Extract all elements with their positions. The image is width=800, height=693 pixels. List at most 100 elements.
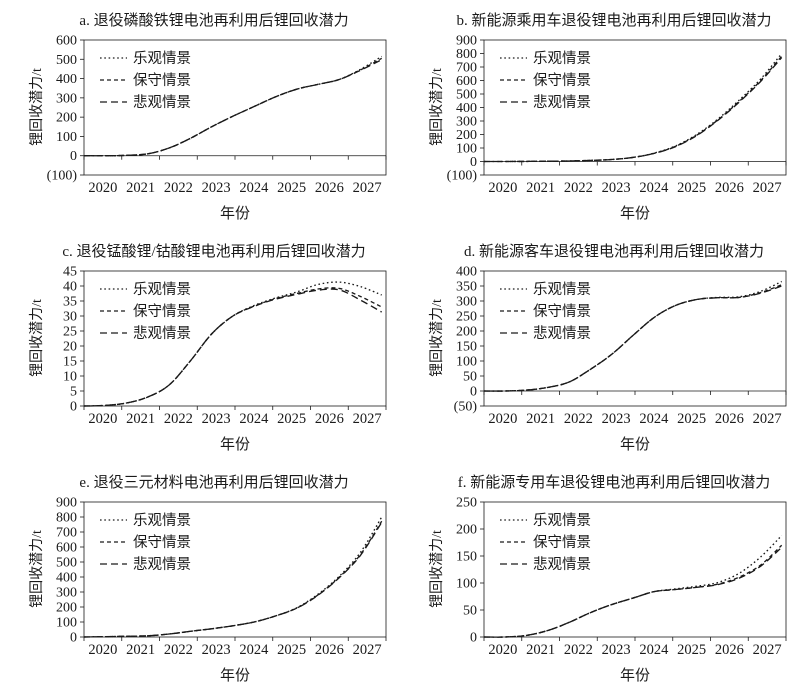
- chart-d-x-axis-label: 年份: [619, 437, 650, 453]
- y-tick-label: 300: [56, 91, 77, 106]
- y-tick-label: (100): [447, 169, 478, 184]
- y-tick-label: 100: [56, 616, 77, 631]
- x-tick-label: 2027: [753, 180, 782, 196]
- x-tick-label: 2022: [164, 642, 193, 658]
- y-tick-label: 400: [456, 101, 477, 116]
- series-curve-dotted: [484, 53, 783, 163]
- y-tick-label: 250: [456, 310, 477, 325]
- plot-border: [83, 501, 387, 638]
- y-tick-label: 50: [463, 370, 477, 385]
- x-tick-label: 2023: [202, 180, 231, 196]
- x-tick-label: 2020: [488, 411, 517, 427]
- legend-label: 悲观情景: [533, 556, 591, 573]
- chart-c-x-axis-label: 年份: [219, 437, 250, 453]
- chart-a-canvas: 600 500 400 300 200 100 0 (100) 2020 2021 2022 2023…: [47, 34, 387, 196]
- series-curve-dash-long: [483, 285, 782, 392]
- y-tick-label: 700: [56, 526, 77, 541]
- x-tick-label: 2027: [753, 642, 782, 658]
- y-tick-label: 400: [56, 571, 77, 586]
- y-tick-label: 45: [63, 265, 77, 280]
- y-tick-label: 600: [56, 541, 77, 556]
- x-tick-label: 2024: [239, 642, 269, 658]
- y-tick-label: 600: [56, 34, 77, 49]
- y-tick-label: 0: [470, 155, 477, 170]
- x-tick-label: 2026: [315, 180, 344, 196]
- y-tick-label: 400: [56, 72, 77, 87]
- y-tick-label: 150: [456, 550, 477, 565]
- legend-label: 悲观情景: [133, 94, 191, 111]
- chart-e: e. 退役三元材料电池再利用后锂回收潜力 锂回收潜力/t 900 800 700 60…: [0, 462, 400, 693]
- y-tick-label: 30: [63, 310, 77, 325]
- legend-label: 悲观情景: [133, 556, 191, 573]
- y-tick-label: 700: [456, 61, 477, 76]
- series-curve-dotted: [83, 516, 383, 638]
- chart-a-title: a. 退役磷酸铁锂电池再利用后锂回收潜力: [79, 13, 349, 29]
- y-tick-label: 400: [456, 265, 477, 280]
- series-curve-dash-small: [83, 57, 383, 157]
- y-tick-label: 300: [56, 586, 77, 601]
- x-tick-label: 2022: [564, 411, 593, 427]
- y-tick-label: 100: [456, 577, 477, 592]
- y-tick-label: 0: [470, 631, 477, 646]
- chart-d: d. 新能源客车退役锂电池再利用后锂回收潜力 锂回收潜力/t 400 350 300…: [400, 231, 800, 462]
- x-tick-label: 2026: [715, 180, 744, 196]
- series-curve-dash-long: [484, 57, 783, 163]
- legend-label: 保守情景: [533, 303, 591, 320]
- legend-label: 乐观情景: [133, 512, 191, 529]
- x-tick-label: 2024: [239, 411, 269, 427]
- y-tick-label: 800: [456, 47, 477, 62]
- y-tick-label: 200: [56, 601, 77, 616]
- y-tick-label: 200: [456, 325, 477, 340]
- legend-label: 保守情景: [533, 72, 591, 89]
- series-curve-dotted: [83, 55, 383, 157]
- x-tick-label: 2022: [164, 180, 193, 196]
- series-curve-dash-long: [83, 288, 383, 407]
- plot-border: [83, 39, 387, 176]
- x-tick-label: 2025: [277, 411, 306, 427]
- x-tick-label: 2026: [715, 411, 744, 427]
- legend-label: 保守情景: [533, 534, 591, 551]
- x-tick-label: 2021: [126, 411, 155, 427]
- x-tick-label: 2023: [602, 411, 631, 427]
- y-tick-label: 150: [456, 340, 477, 355]
- legend-label: 悲观情景: [533, 325, 591, 342]
- y-tick-label: 900: [456, 34, 477, 49]
- x-tick-label: 2022: [564, 642, 593, 658]
- chart-f-canvas: 250 200 150 100 50 0 2020 2021 2022 2023 2024 2025 2…: [456, 496, 787, 658]
- x-tick-label: 2023: [202, 642, 231, 658]
- y-tick-label: 100: [56, 130, 77, 145]
- series-curve-dash-long: [83, 59, 382, 157]
- y-tick-label: 600: [456, 74, 477, 89]
- chart-f: f. 新能源专用车退役锂电池再利用后锂回收潜力 锂回收潜力/t 250 200 15…: [400, 462, 800, 693]
- x-tick-label: 2021: [126, 642, 155, 658]
- plot-border: [83, 270, 387, 407]
- x-tick-label: 2020: [488, 642, 517, 658]
- chart-a-x-axis-label: 年份: [219, 206, 250, 222]
- y-tick-label: (50): [454, 400, 478, 415]
- y-tick-label: 300: [456, 295, 477, 310]
- chart-c: c. 退役锰酸锂/钴酸锂电池再利用后锂回收潜力 锂回收潜力/t 45 40 35 30…: [0, 231, 400, 462]
- x-tick-label: 2020: [88, 642, 117, 658]
- y-tick-label: 0: [70, 149, 77, 164]
- x-tick-label: 2026: [715, 642, 744, 658]
- x-tick-label: 2024: [239, 180, 269, 196]
- chart-d-title: d. 新能源客车退役锂电池再利用后锂回收潜力: [463, 244, 764, 260]
- chart-b: b. 新能源乘用车退役锂电池再利用后锂回收潜力 锂回收潜力/t 900 800 70…: [400, 0, 800, 231]
- plot-border: [483, 501, 787, 638]
- y-tick-label: 500: [456, 88, 477, 103]
- x-tick-label: 2024: [639, 411, 669, 427]
- y-tick-label: 0: [70, 400, 77, 415]
- plot-border: [483, 270, 787, 407]
- y-tick-label: 25: [63, 325, 77, 340]
- x-tick-label: 2026: [315, 642, 344, 658]
- y-tick-label: 300: [456, 115, 477, 130]
- x-tick-label: 2023: [602, 180, 631, 196]
- x-tick-label: 2020: [88, 180, 117, 196]
- y-tick-label: 100: [456, 142, 477, 157]
- series-curve-dash-small: [483, 284, 782, 392]
- x-tick-label: 2024: [639, 180, 669, 196]
- y-tick-label: 0: [470, 385, 477, 400]
